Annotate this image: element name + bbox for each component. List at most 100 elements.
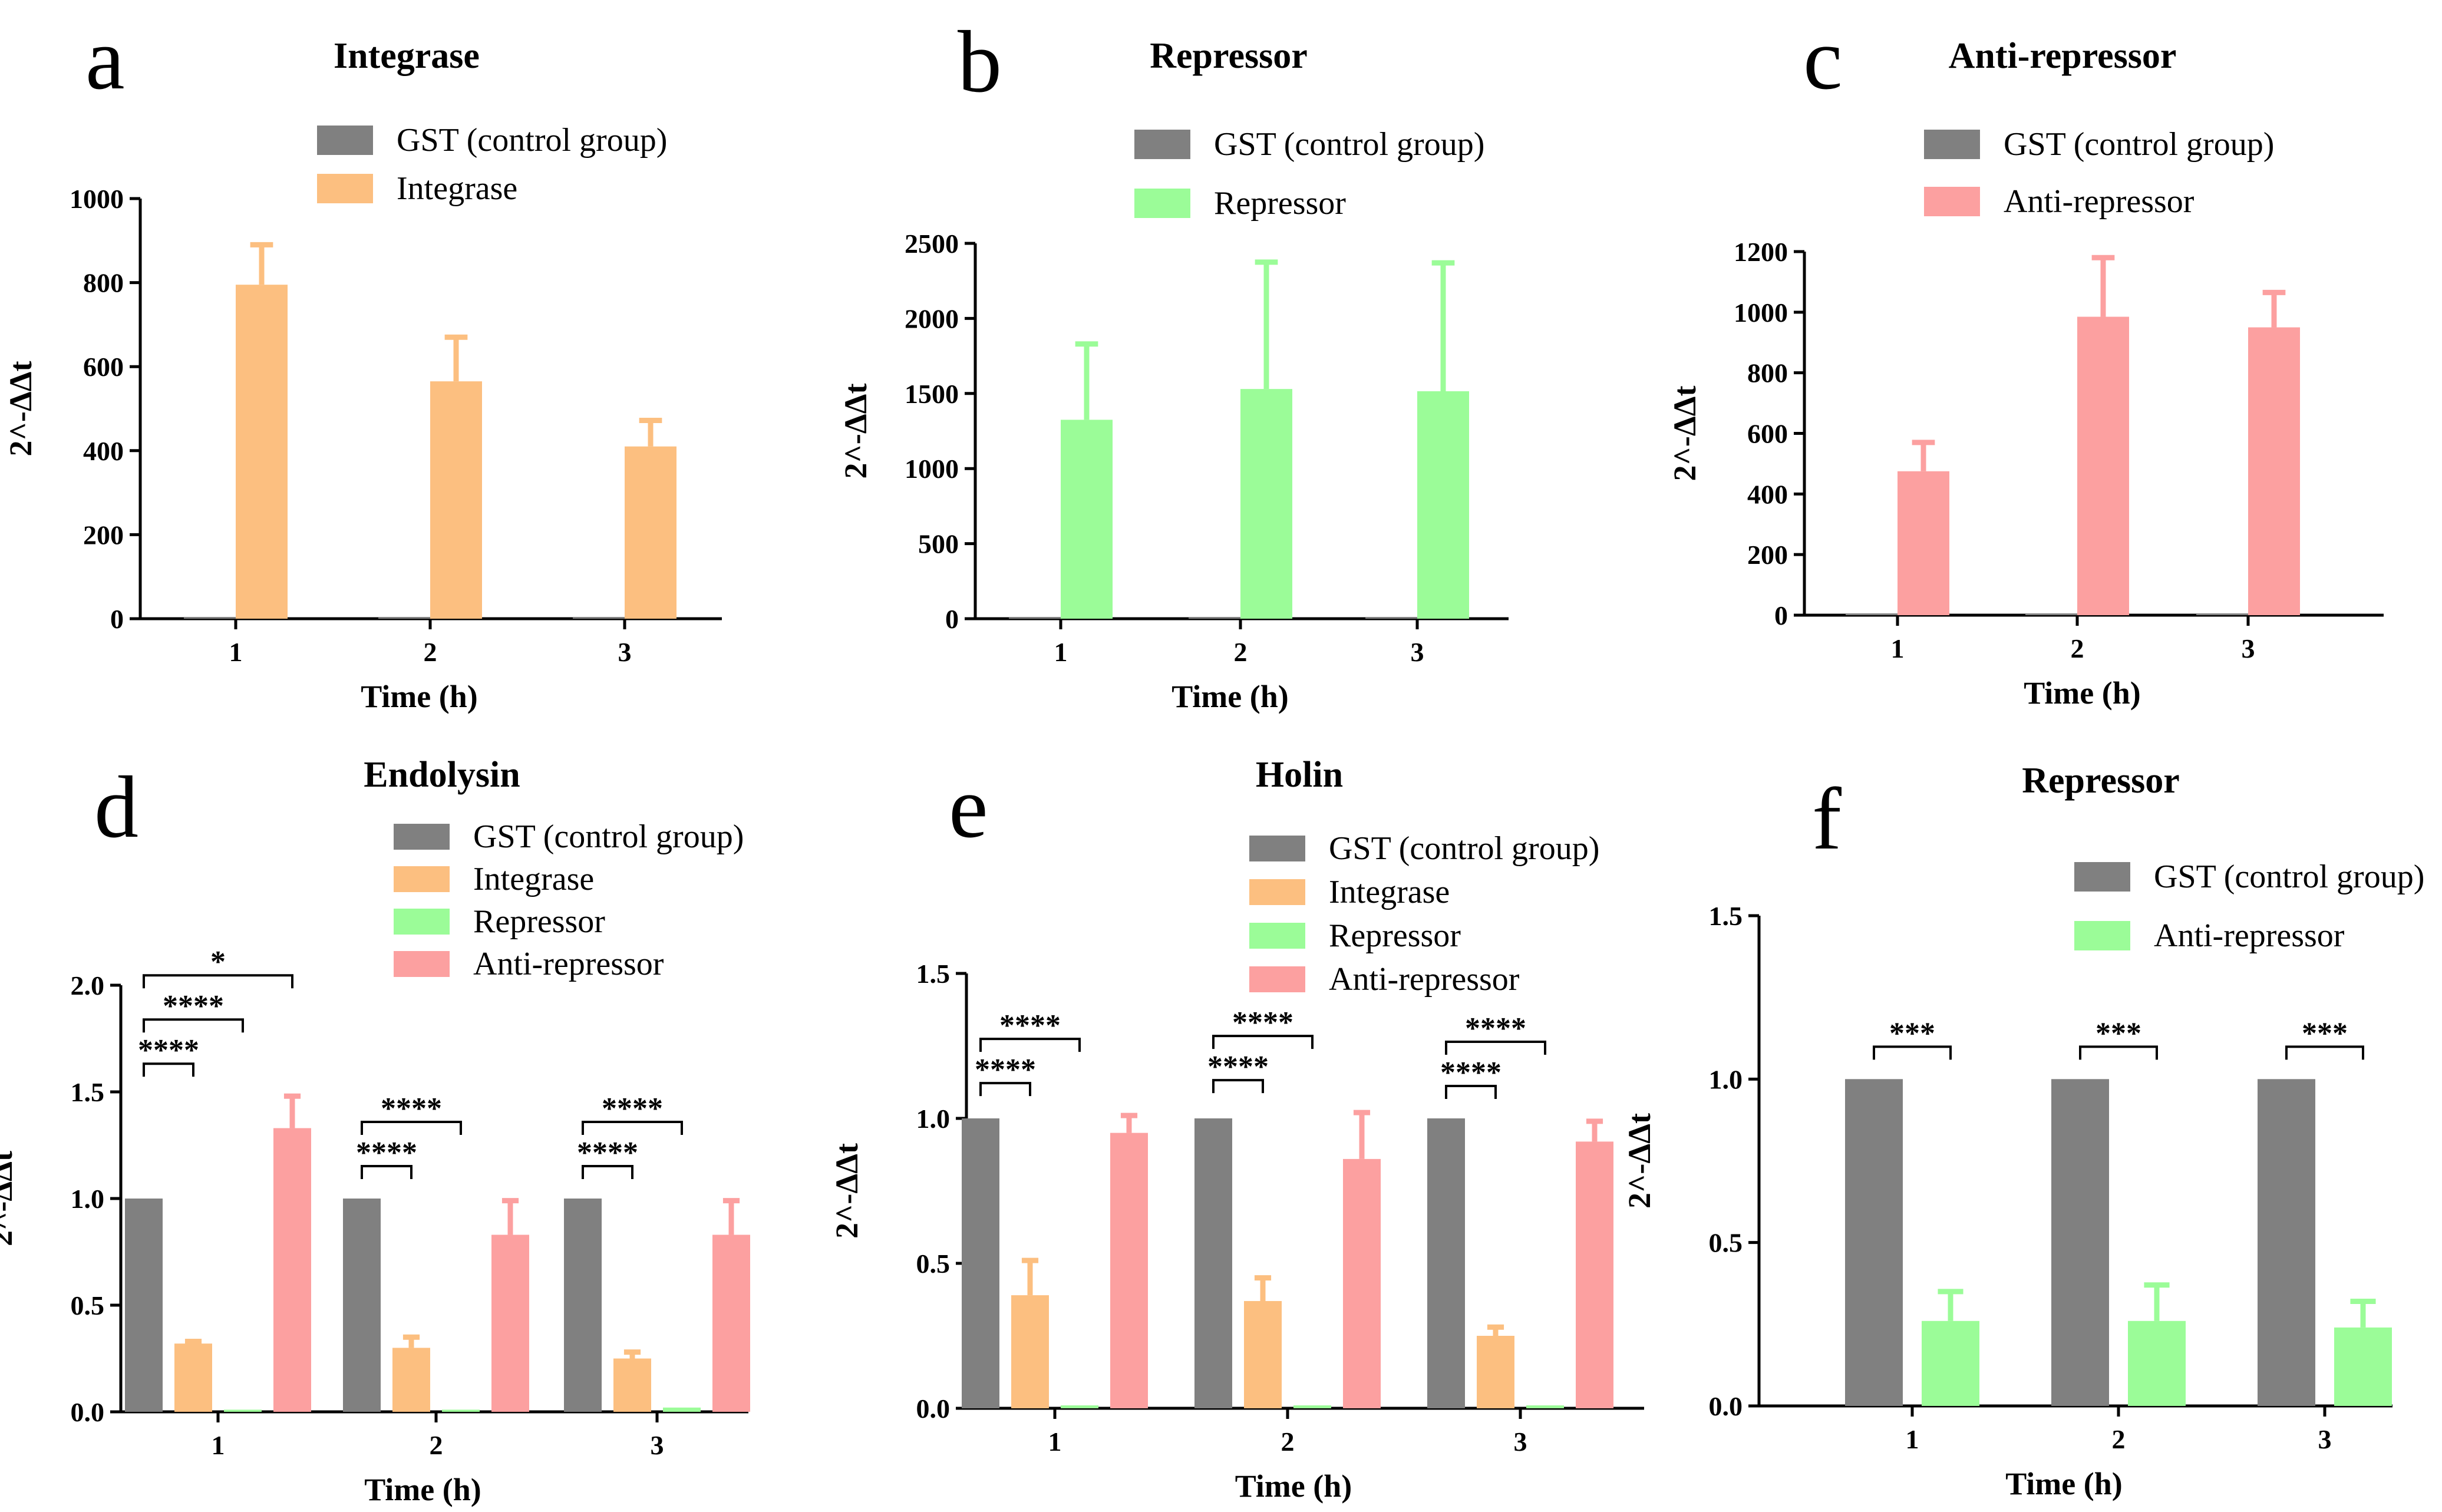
bar bbox=[1009, 617, 1061, 619]
x-axis-label: Time (h) bbox=[361, 679, 478, 714]
bar bbox=[1477, 1336, 1514, 1408]
y-tick-label: 1.5 bbox=[1709, 901, 1743, 931]
x-tick-label: 2 bbox=[2112, 1424, 2126, 1454]
significance-bracket: **** bbox=[577, 1136, 638, 1179]
bar bbox=[236, 285, 288, 619]
legend-swatch bbox=[1924, 130, 1980, 159]
x-axis-label: Time (h) bbox=[2024, 675, 2141, 711]
x-tick-label: 2 bbox=[1234, 637, 1248, 667]
legend-label: GST (control group) bbox=[397, 122, 667, 159]
y-tick-label: 0.0 bbox=[916, 1394, 951, 1424]
legend-swatch bbox=[1134, 130, 1190, 159]
significance-line bbox=[143, 974, 293, 989]
significance-label: **** bbox=[602, 1092, 663, 1125]
y-tick-label: 0 bbox=[110, 604, 124, 634]
legend: GST (control group) Anti-repressor bbox=[2074, 859, 2424, 954]
bar bbox=[442, 1409, 480, 1412]
panel-letter: b bbox=[958, 13, 1002, 111]
x-tick-label: 2 bbox=[2071, 633, 2084, 663]
panel-c: c Anti-repressor GST (control group) Anti-r… bbox=[1667, 10, 2384, 711]
significance-bracket: **** bbox=[356, 1136, 417, 1179]
significance-line bbox=[2079, 1045, 2158, 1060]
x-tick-label: 2 bbox=[430, 1430, 443, 1460]
panel-title: Integrase bbox=[334, 36, 480, 76]
y-tick-label: 500 bbox=[918, 529, 959, 559]
x-tick-label: 1 bbox=[229, 637, 243, 667]
legend-item: GST (control group) bbox=[317, 122, 667, 159]
significance-bracket: **** bbox=[975, 1053, 1036, 1097]
panel-letter: f bbox=[1812, 770, 1842, 868]
legend: GST (control group) Integrase bbox=[317, 122, 667, 207]
significance-label: *** bbox=[1889, 1016, 1935, 1050]
y-axis-label: 2^-ΔΔt bbox=[838, 383, 873, 478]
legend-item: Repressor bbox=[394, 903, 605, 940]
panel-a: a Integrase GST (control group) Integrase 0 2… bbox=[3, 10, 722, 714]
y-tick-label: 1000 bbox=[70, 184, 124, 214]
bar bbox=[491, 1234, 529, 1412]
panel-e: e Holin GST (control group) Integrase Repres… bbox=[829, 755, 1644, 1504]
significance-line bbox=[979, 1038, 1081, 1052]
legend-item: GST (control group) bbox=[1134, 126, 1484, 163]
legend-label: Integrase bbox=[1329, 874, 1450, 910]
bar bbox=[2025, 613, 2077, 615]
bar bbox=[1922, 1320, 1979, 1406]
y-tick-label: 0.5 bbox=[71, 1290, 105, 1320]
x-tick-label: 1 bbox=[1048, 1427, 1062, 1457]
bar bbox=[1846, 613, 1898, 615]
bar bbox=[1898, 471, 1949, 615]
significance-label: * bbox=[210, 945, 226, 979]
significance-line bbox=[2285, 1045, 2364, 1060]
y-tick-label: 2.0 bbox=[71, 970, 105, 1001]
significance-bracket: * bbox=[143, 945, 293, 989]
legend-item: GST (control group) bbox=[1924, 126, 2274, 163]
significance-label: *** bbox=[2096, 1016, 2141, 1050]
y-tick-label: 600 bbox=[1747, 419, 1788, 449]
significance-bracket: *** bbox=[2079, 1016, 2158, 1060]
significance-line bbox=[143, 1062, 194, 1077]
panel-d: d Endolysin GST (control group) Integrase Re… bbox=[0, 755, 750, 1507]
x-tick-label: 3 bbox=[1411, 637, 1424, 667]
x-tick-label: 3 bbox=[651, 1430, 664, 1460]
panel-title: Anti-repressor bbox=[1949, 36, 2177, 76]
legend: GST (control group) Integrase Repressor Ant… bbox=[1249, 830, 1599, 998]
y-tick-label: 0.5 bbox=[1709, 1228, 1743, 1258]
bar bbox=[430, 381, 482, 619]
x-tick-label: 3 bbox=[2318, 1424, 2332, 1454]
bar bbox=[1293, 1405, 1331, 1408]
significance-bracket: **** bbox=[582, 1092, 683, 1135]
legend-item: Anti-repressor bbox=[1924, 183, 2194, 220]
legend-item: GST (control group) bbox=[394, 818, 744, 855]
bar bbox=[1240, 389, 1292, 619]
y-tick-label: 0.5 bbox=[916, 1249, 951, 1279]
legend-swatch bbox=[317, 174, 373, 203]
y-tick-label: 0.0 bbox=[71, 1397, 105, 1427]
legend-item: Anti-repressor bbox=[1249, 961, 1520, 998]
y-tick-label: 1500 bbox=[905, 379, 959, 409]
significance-label: *** bbox=[2302, 1016, 2348, 1050]
y-tick-label: 2500 bbox=[905, 229, 959, 259]
y-tick-label: 2000 bbox=[905, 303, 959, 334]
significance-bracket: **** bbox=[1445, 1012, 1546, 1055]
legend-item: Integrase bbox=[394, 861, 594, 897]
y-tick-label: 1.5 bbox=[916, 959, 951, 989]
legend-swatch bbox=[317, 126, 373, 155]
bar bbox=[378, 617, 430, 619]
significance-label: **** bbox=[356, 1136, 417, 1170]
y-tick-label: 1.5 bbox=[71, 1077, 105, 1107]
y-axis-label: 2^-ΔΔt bbox=[3, 361, 38, 456]
legend-label: Anti-repressor bbox=[2004, 183, 2194, 220]
significance-label: **** bbox=[577, 1136, 638, 1170]
legend-swatch bbox=[1249, 879, 1305, 905]
legend-label: GST (control group) bbox=[473, 818, 744, 855]
y-tick-label: 400 bbox=[83, 436, 124, 466]
bar bbox=[1189, 617, 1240, 619]
significance-line bbox=[143, 1018, 244, 1033]
significance-label: **** bbox=[1465, 1012, 1526, 1045]
bar bbox=[2248, 327, 2300, 615]
panel-title: Repressor bbox=[1150, 36, 1307, 76]
bar bbox=[343, 1199, 381, 1412]
x-tick-label: 2 bbox=[424, 637, 437, 667]
y-tick-label: 1.0 bbox=[1709, 1064, 1743, 1094]
significance-label: **** bbox=[1232, 1006, 1293, 1039]
